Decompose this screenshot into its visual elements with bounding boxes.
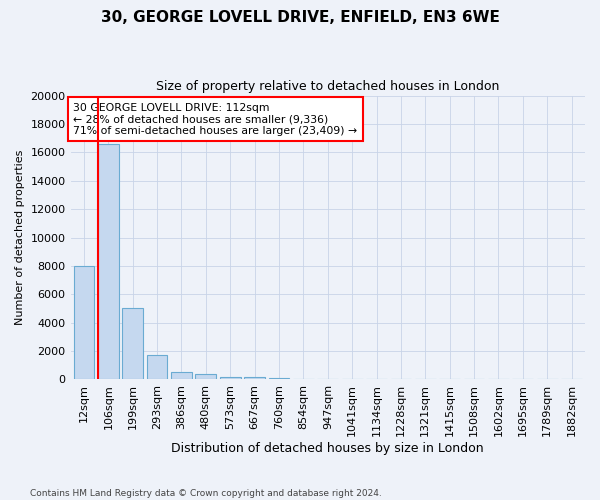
X-axis label: Distribution of detached houses by size in London: Distribution of detached houses by size … [172, 442, 484, 455]
Bar [244, 378, 265, 380]
Bar [293, 378, 314, 380]
Bar [122, 308, 143, 380]
Bar [74, 266, 94, 380]
Y-axis label: Number of detached properties: Number of detached properties [15, 150, 25, 325]
Bar [147, 356, 167, 380]
Text: 30 GEORGE LOVELL DRIVE: 112sqm
← 28% of detached houses are smaller (9,336)
71% : 30 GEORGE LOVELL DRIVE: 112sqm ← 28% of … [73, 102, 357, 136]
Bar [98, 144, 119, 380]
Text: 30, GEORGE LOVELL DRIVE, ENFIELD, EN3 6WE: 30, GEORGE LOVELL DRIVE, ENFIELD, EN3 6W… [101, 10, 499, 25]
Bar [220, 376, 241, 380]
Title: Size of property relative to detached houses in London: Size of property relative to detached ho… [156, 80, 499, 93]
Bar [196, 374, 216, 380]
Text: Contains HM Land Registry data © Crown copyright and database right 2024.: Contains HM Land Registry data © Crown c… [30, 488, 382, 498]
Bar [269, 378, 289, 380]
Bar [171, 372, 192, 380]
